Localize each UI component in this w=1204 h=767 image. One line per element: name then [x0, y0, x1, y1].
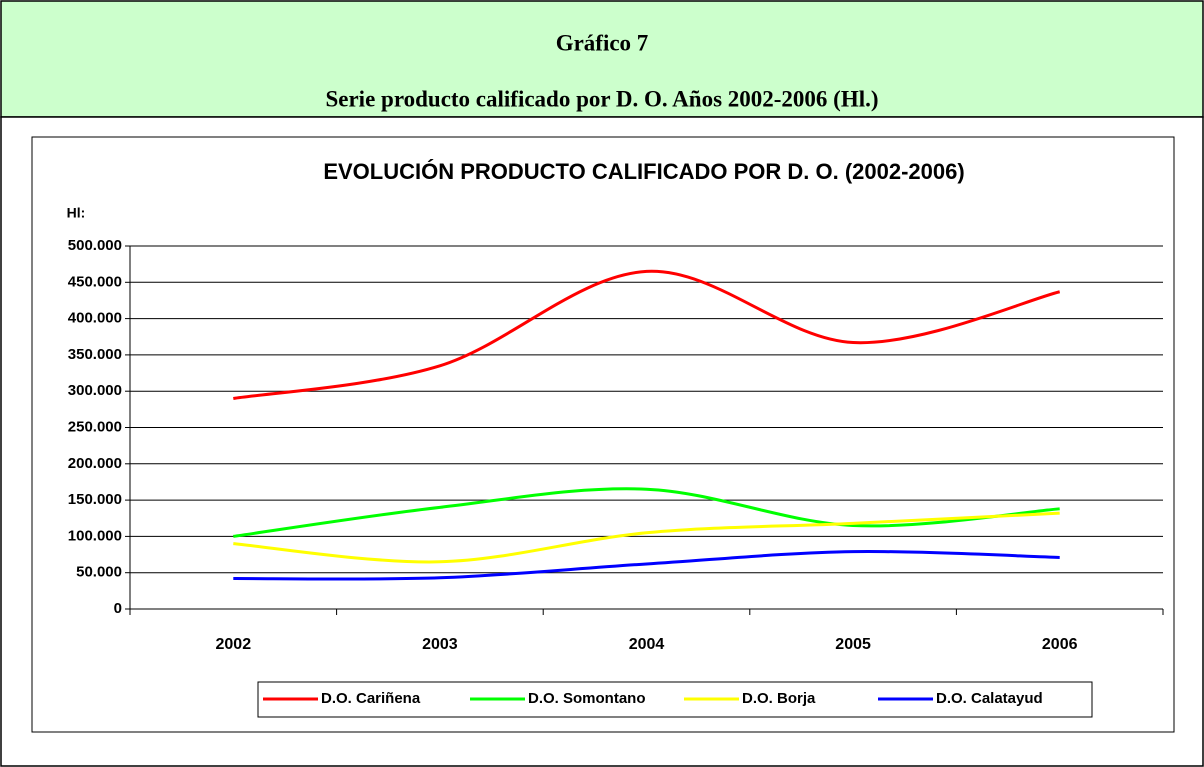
y-tick-label: 250.000: [68, 418, 122, 435]
y-tick-label: 350.000: [68, 346, 122, 363]
header-title: Gráfico 7: [556, 30, 649, 55]
chart-title: EVOLUCIÓN PRODUCTO CALIFICADO POR D. O. …: [323, 159, 964, 184]
y-axis-label: Hl:: [67, 205, 86, 221]
y-tick-label: 150.000: [68, 491, 122, 508]
legend-label: D.O. Calatayud: [936, 690, 1043, 707]
y-tick-label: 450.000: [68, 273, 122, 290]
y-tick-label: 200.000: [68, 455, 122, 472]
y-tick-label: 500.000: [68, 237, 122, 254]
legend-label: D.O. Somontano: [528, 690, 646, 707]
x-tick-label: 2006: [1042, 636, 1078, 653]
y-tick-label: 400.000: [68, 310, 122, 327]
x-tick-label: 2002: [216, 636, 252, 653]
series-line: [233, 487, 1060, 538]
header-band: [0, 0, 1204, 118]
y-tick-label: 0: [114, 600, 122, 617]
x-tick-label: 2003: [422, 636, 458, 653]
chart-frame: [31, 136, 1175, 733]
legend-label: D.O. Cariñena: [321, 690, 421, 707]
series-line: [233, 269, 1061, 400]
series-line: [233, 550, 1060, 581]
x-tick-label: 2005: [835, 636, 871, 653]
legend-label: D.O. Borja: [742, 690, 816, 707]
legend-box: [257, 681, 1093, 718]
y-tick-label: 50.000: [76, 564, 122, 581]
y-tick-label: 100.000: [68, 527, 122, 544]
series-line: [233, 511, 1060, 564]
x-tick-label: 2004: [629, 636, 665, 653]
y-tick-label: 300.000: [68, 382, 122, 399]
header-subtitle: Serie producto calificado por D. O. Años…: [325, 86, 878, 111]
